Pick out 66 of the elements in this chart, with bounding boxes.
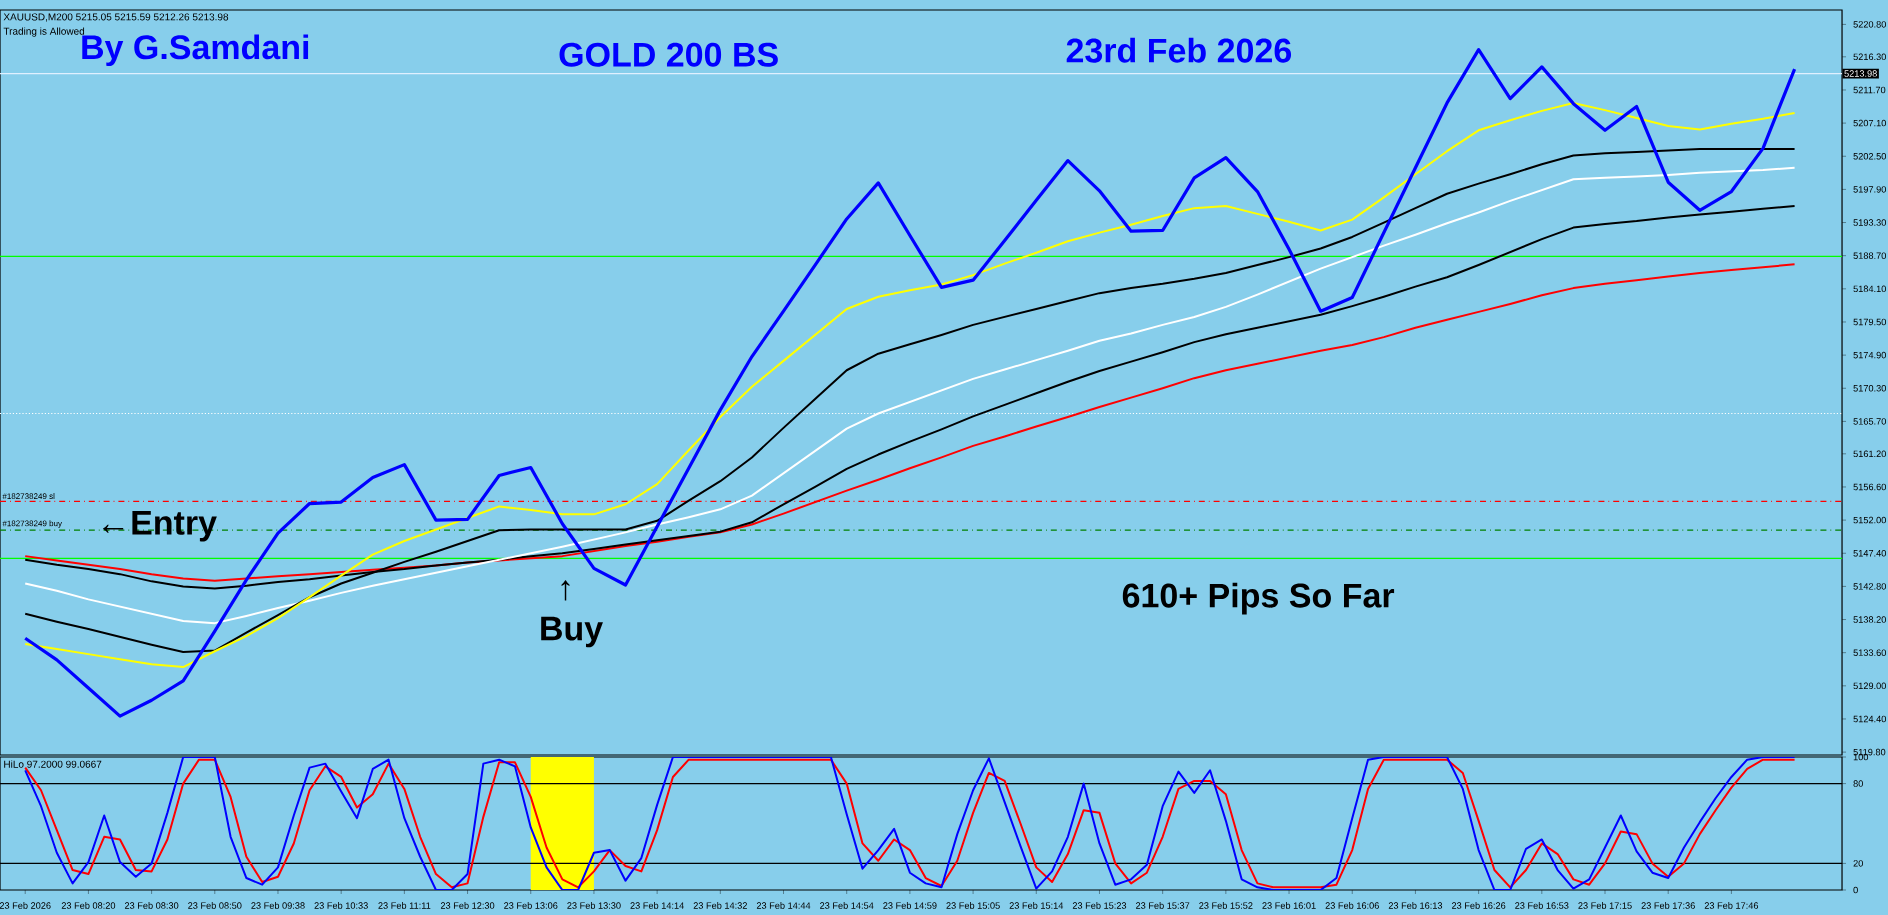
x-tick-label: 23 Feb 14:32	[693, 902, 747, 909]
x-tick-label: 23 Feb 08:20	[61, 902, 116, 909]
y-tick-label: 5220.80	[1853, 21, 1886, 28]
x-tick-label: 23 Feb 16:13	[1388, 902, 1443, 909]
ref-line-label: 5213.98	[1844, 70, 1877, 77]
y-tick-label: 20	[1853, 860, 1863, 867]
y-tick-label: 5216.30	[1853, 53, 1886, 61]
y-tick-label: 5207.10	[1853, 119, 1886, 127]
x-tick-label: 23 Feb 16:06	[1325, 902, 1379, 909]
x-tick-label: 23 Feb 14:54	[820, 902, 874, 909]
x-tick-label: 23 Feb 11:11	[378, 902, 431, 909]
y-tick-label: 5152.00	[1853, 516, 1886, 524]
y-tick-label: 5156.60	[1853, 483, 1886, 491]
y-tick-label: 5165.70	[1853, 418, 1886, 425]
x-tick-label: 23 Feb 10:33	[314, 902, 368, 909]
y-tick-label: 0	[1853, 886, 1858, 894]
x-tick-label: 23 Feb 15:05	[946, 902, 1000, 909]
annotation: Buy	[541, 616, 603, 648]
x-tick-label: 23 Feb 17:15	[1578, 902, 1632, 909]
x-tick-label: 23 Feb 13:06	[504, 902, 558, 909]
x-tick-label: 23 Feb 13:30	[567, 902, 621, 909]
y-tick-label: 5138.20	[1853, 616, 1886, 623]
x-tick-label: 23 Feb 08:30	[124, 902, 179, 909]
y-tick-label: 5161.20	[1853, 450, 1886, 458]
ref-line-label: #182738249 buy	[2, 520, 62, 528]
x-tick-label: 23 Feb 17:36	[1641, 902, 1695, 909]
x-tick-label: 23 Feb 09:38	[251, 902, 305, 909]
x-tick-label: 23 Feb 12:30	[440, 902, 495, 909]
text: Trading is Allowed	[3, 27, 85, 37]
x-tick-label: 23 Feb 15:52	[1199, 902, 1253, 909]
x-tick-label: 23 Feb 14:59	[883, 902, 937, 909]
y-tick-label: 5188.70	[1853, 252, 1886, 259]
y-tick-label: 5133.60	[1853, 649, 1886, 656]
annotation: 23rd Feb 2026	[1066, 37, 1292, 63]
x-tick-label: 23 Feb 08:50	[188, 902, 242, 909]
x-tick-label: 23 Feb 14:44	[756, 902, 811, 909]
ref-line-label: #182738249 sl	[2, 493, 55, 499]
x-tick-label: 23 Feb 2026	[0, 902, 51, 909]
annotation: ←Entry	[103, 511, 217, 542]
chart-title: HiLo 97.2000 99.0667	[4, 760, 102, 768]
y-tick-label: 5124.40	[1853, 715, 1886, 723]
y-tick-label: 5129.00	[1853, 682, 1886, 690]
x-tick-label: 23 Feb 15:14	[1009, 902, 1064, 909]
x-tick-label: 23 Feb 16:01	[1262, 902, 1316, 909]
x-tick-label: 23 Feb 15:23	[1072, 902, 1127, 909]
y-tick-label: 80	[1853, 780, 1863, 787]
y-tick-label: 5197.90	[1853, 186, 1886, 193]
x-tick-label: 23 Feb 16:53	[1515, 902, 1569, 909]
y-tick-label: 5184.10	[1853, 285, 1886, 293]
annotation: By G.Samdani	[82, 34, 309, 67]
y-tick-label: 5174.90	[1853, 351, 1886, 359]
x-tick-label: 23 Feb 15:37	[1136, 902, 1190, 909]
x-tick-label: 23 Feb 17:46	[1704, 902, 1759, 909]
y-tick-label: 5147.40	[1853, 549, 1886, 557]
x-tick-label: 23 Feb 14:14	[630, 902, 684, 909]
y-tick-label: 5211.70	[1853, 86, 1886, 94]
x-tick-label: 23 Feb 16:26	[1451, 902, 1506, 909]
y-tick-label: 5202.50	[1853, 152, 1886, 160]
y-tick-label: 5193.30	[1853, 219, 1886, 226]
y-tick-label: 5179.50	[1853, 318, 1886, 326]
y-tick-label: 5170.30	[1853, 384, 1886, 392]
annotation: ↑	[561, 580, 570, 601]
annotation: GOLD 200 BS	[559, 42, 778, 67]
chart-title: XAUUSD,M200 5215.05 5215.59 5212.26 5213.98	[3, 13, 229, 22]
annotation: 610+ Pips So Far	[1122, 582, 1395, 615]
y-tick-label: 5142.80	[1853, 583, 1886, 590]
